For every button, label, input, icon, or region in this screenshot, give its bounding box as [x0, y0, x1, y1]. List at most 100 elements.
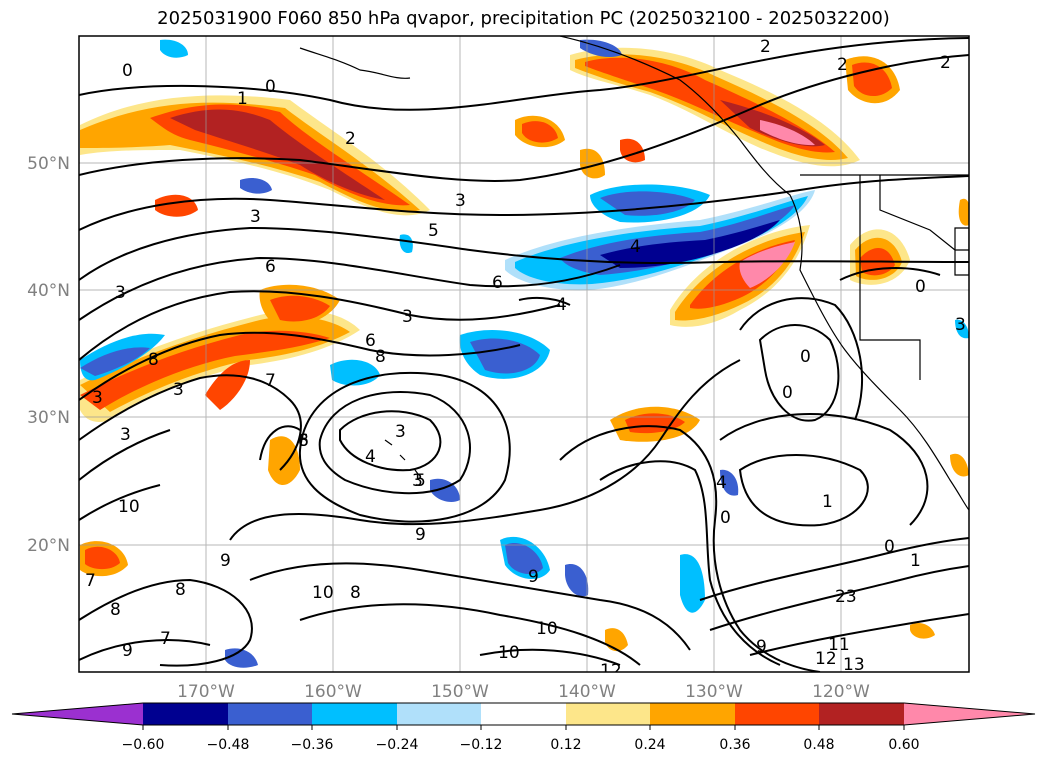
contour-label: 8 [110, 600, 121, 620]
lat-label: 20°N [27, 536, 70, 556]
contour-label: 0 [265, 77, 276, 97]
colorbar-tick-label: 0.60 [888, 737, 919, 753]
contour-label: 10 [118, 497, 140, 517]
colorbar-tick-label: −0.24 [376, 737, 419, 753]
contour-label: 7 [265, 371, 276, 391]
lat-label: 40°N [27, 281, 70, 301]
contour-label: 3 [115, 283, 126, 303]
contour-label: 7 [160, 629, 171, 649]
colorbar-swatch [566, 703, 650, 725]
contour-label: 0 [122, 61, 133, 81]
contour-label: 6 [365, 331, 376, 351]
contour-label: 6 [265, 257, 276, 277]
colorbar-swatch [312, 703, 397, 725]
contour-label: 8 [350, 583, 361, 603]
contour-label: 11 [828, 635, 850, 655]
contour-label: 8 [375, 347, 386, 367]
colorbar-tick-label: −0.36 [291, 737, 334, 753]
contour-label: 3 [455, 191, 466, 211]
colorbar-swatch [143, 703, 228, 725]
contour-label: 5 [415, 471, 426, 491]
contour-label: 12 [600, 661, 622, 681]
colorbar-swatch [228, 703, 312, 725]
contour-label: 1 [237, 89, 248, 109]
qvapor-contours [79, 37, 969, 672]
colorbar-tick-label: 0.12 [550, 737, 581, 753]
contour-label: 2 [345, 129, 356, 149]
contour-label: 2 [940, 53, 951, 73]
contour-label: 0 [720, 508, 731, 528]
lon-label: 160°W [304, 682, 362, 702]
contour-label: 4 [716, 473, 727, 493]
lon-label: 170°W [177, 682, 235, 702]
contour-label: 10 [312, 583, 334, 603]
longitude-labels: 170°W 160°W 150°W 140°W 130°W 120°W [177, 682, 870, 702]
contour-label: 2 [760, 37, 771, 57]
graticule [79, 36, 969, 672]
colorbar-swatch [397, 703, 481, 725]
contour-label: 9 [415, 525, 426, 545]
contour-label: 3 [402, 307, 413, 327]
contour-label: 3 [412, 471, 423, 491]
colorbar-swatch [650, 703, 735, 725]
contour-label: 3 [92, 388, 103, 408]
latitude-labels: 50°N 40°N 30°N 20°N [27, 154, 70, 556]
contour-label: 0 [782, 383, 793, 403]
contour-labels: 0 1 0 2 2 2 3 3 3 5 6 6 4 4 3 3 6 8 7 3 … [85, 37, 966, 681]
contour-label: 6 [298, 431, 309, 451]
contour-label: 0 [915, 277, 926, 297]
contour-label: 12 [815, 649, 837, 669]
contour-label: 9 [122, 641, 133, 661]
lat-label: 50°N [27, 154, 70, 174]
contour-label: 1 [910, 551, 921, 571]
contour-label: 3 [250, 207, 261, 227]
contour-label: 9 [528, 567, 539, 587]
coastlines [299, 36, 969, 511]
lon-label: 150°W [431, 682, 489, 702]
contour-label: 6 [492, 273, 503, 293]
contour-label: 10 [536, 619, 558, 639]
colorbar: −0.60 −0.48 −0.36 −0.24 −0.12 0.12 0.24 … [11, 702, 1036, 753]
contour-label: 9 [220, 551, 231, 571]
colorbar-swatch [735, 703, 819, 725]
lat-label: 30°N [27, 408, 70, 428]
contour-label: 13 [843, 655, 865, 675]
contour-label: 0 [884, 537, 895, 557]
colorbar-extend-high [904, 703, 1035, 725]
lon-label: 140°W [558, 682, 616, 702]
colorbar-extend-low [12, 703, 143, 725]
colorbar-swatch [819, 703, 904, 725]
colorbar-tick-label: 0.48 [803, 737, 834, 753]
contour-label: 10 [498, 643, 520, 663]
contour-label: 5 [428, 221, 439, 241]
contour-label: 4 [556, 295, 567, 315]
contour-label: 7 [85, 571, 96, 591]
contour-label: 8 [175, 580, 186, 600]
contour-label: 4 [365, 447, 376, 467]
colorbar-tick-label: −0.12 [460, 737, 503, 753]
contour-label: 9 [756, 637, 767, 657]
precip-positive-anomalies [80, 47, 969, 652]
contour-label: 3 [395, 422, 406, 442]
contour-label: 8 [148, 350, 159, 370]
plot-frame [78, 35, 970, 673]
contour-label: 1 [822, 492, 833, 512]
contour-label: 3 [955, 315, 966, 335]
map-title: 2025031900 F060 850 hPa qvapor, precipit… [157, 8, 890, 29]
colorbar-tick-label: −0.48 [207, 737, 250, 753]
contour-label: 3 [173, 380, 184, 400]
precip-negative-anomalies [80, 39, 969, 668]
contour-label: 4 [630, 237, 641, 257]
contour-label: 3 [120, 425, 131, 445]
contour-label: 8 [298, 431, 309, 451]
lon-label: 120°W [812, 682, 870, 702]
contour-label: 2 [837, 55, 848, 75]
colorbar-tick-label: −0.60 [122, 737, 165, 753]
colorbar-tick-label: 0.24 [634, 737, 665, 753]
colorbar-tick-label: 0.36 [719, 737, 750, 753]
colorbar-swatch [481, 703, 566, 725]
contour-label: 23 [835, 587, 857, 607]
contour-label: 0 [800, 347, 811, 367]
lon-label: 130°W [685, 682, 743, 702]
